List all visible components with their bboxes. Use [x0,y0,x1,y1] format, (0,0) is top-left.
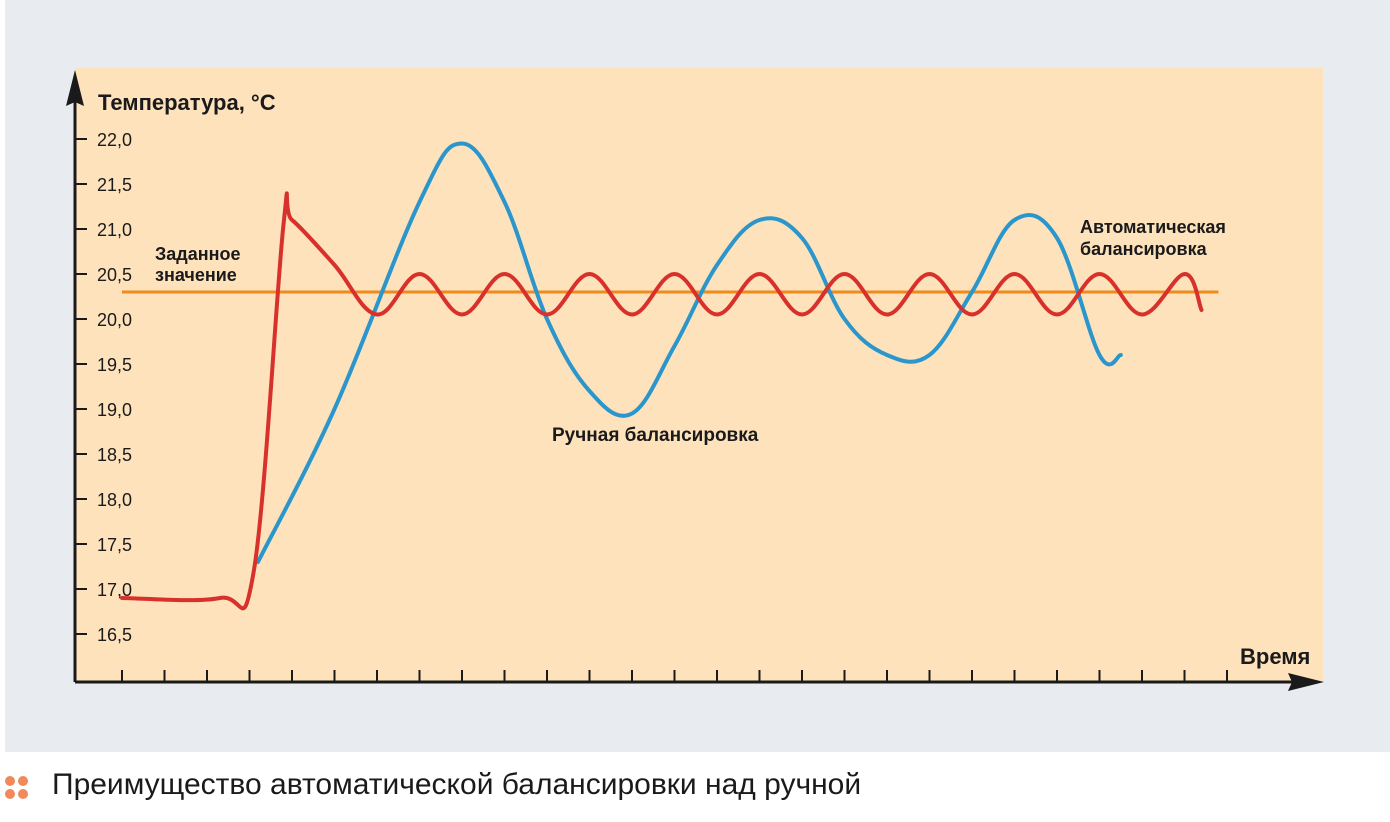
y-axis-arrow [66,70,84,106]
plot-area [75,68,1323,682]
y-tick-label: 18,0 [97,490,132,510]
figure-caption: Преимущество автоматической балансировки… [52,768,862,801]
manual-balancing-line [256,141,1123,564]
caption-bullet-icon [5,776,29,800]
y-tick-label: 19,0 [97,400,132,420]
y-tick-label: 19,5 [97,355,132,375]
y-tick-label: 22,0 [97,130,132,150]
setpoint-label-line1: Заданное [155,244,240,264]
y-tick-label: 21,0 [97,220,132,240]
auto-series-label-line2: балансировка [1080,239,1208,259]
setpoint-label-line2: значение [155,265,237,285]
axes [66,70,1324,691]
y-tick-label: 20,5 [97,265,132,285]
y-tick-label: 16,5 [97,625,132,645]
y-tick-label: 18,5 [97,445,132,465]
y-tick-label: 17,5 [97,535,132,555]
x-axis-arrow [1288,673,1324,691]
x-axis-label: Время [1240,644,1310,669]
y-ticks: 16,5 17,0 17,5 18,0 18,5 19,0 19,5 20,0 20,5 21,0… [75,130,132,645]
series-lines [120,141,1219,611]
x-ticks [121,670,1228,682]
manual-series-label: Ручная балансировка [552,425,759,446]
y-tick-label: 21,5 [97,175,132,195]
y-tick-label: 20,0 [97,310,132,330]
auto-series-label-line1: Автоматическая [1080,217,1226,237]
y-tick-label: 17,0 [97,580,132,600]
auto-balancing-line [120,191,1204,611]
y-axis-label: Температура, °С [98,90,276,115]
